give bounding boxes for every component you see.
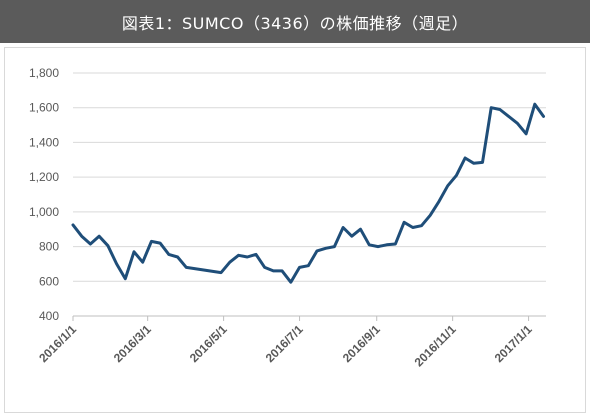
x-tick-label: 2016/3/1	[111, 322, 154, 365]
y-tick-label: 1,800	[29, 66, 59, 80]
y-tick-label: 1,400	[29, 135, 59, 149]
x-tick-label: 2016/1/1	[36, 322, 79, 365]
x-tick-label: 2017/1/1	[492, 322, 535, 365]
x-tick-label: 2016/5/1	[187, 322, 230, 365]
y-tick-label: 400	[39, 309, 59, 323]
chart-title: 図表1：SUMCO（3436）の株価推移（週足）	[121, 13, 469, 33]
y-tick-label: 800	[39, 240, 59, 254]
y-tick-label: 600	[39, 274, 59, 288]
x-tick-label: 2016/11/1	[412, 322, 459, 369]
y-tick-label: 1,600	[29, 101, 59, 115]
x-tick-label: 2016/9/1	[340, 322, 383, 365]
price-series-line	[71, 102, 545, 284]
y-tick-label: 1,200	[29, 170, 59, 184]
x-tick-label: 2016/7/1	[263, 322, 306, 365]
y-tick-label: 1,000	[29, 205, 59, 219]
chart-title-bar: 図表1：SUMCO（3436）の株価推移（週足）	[0, 0, 590, 43]
